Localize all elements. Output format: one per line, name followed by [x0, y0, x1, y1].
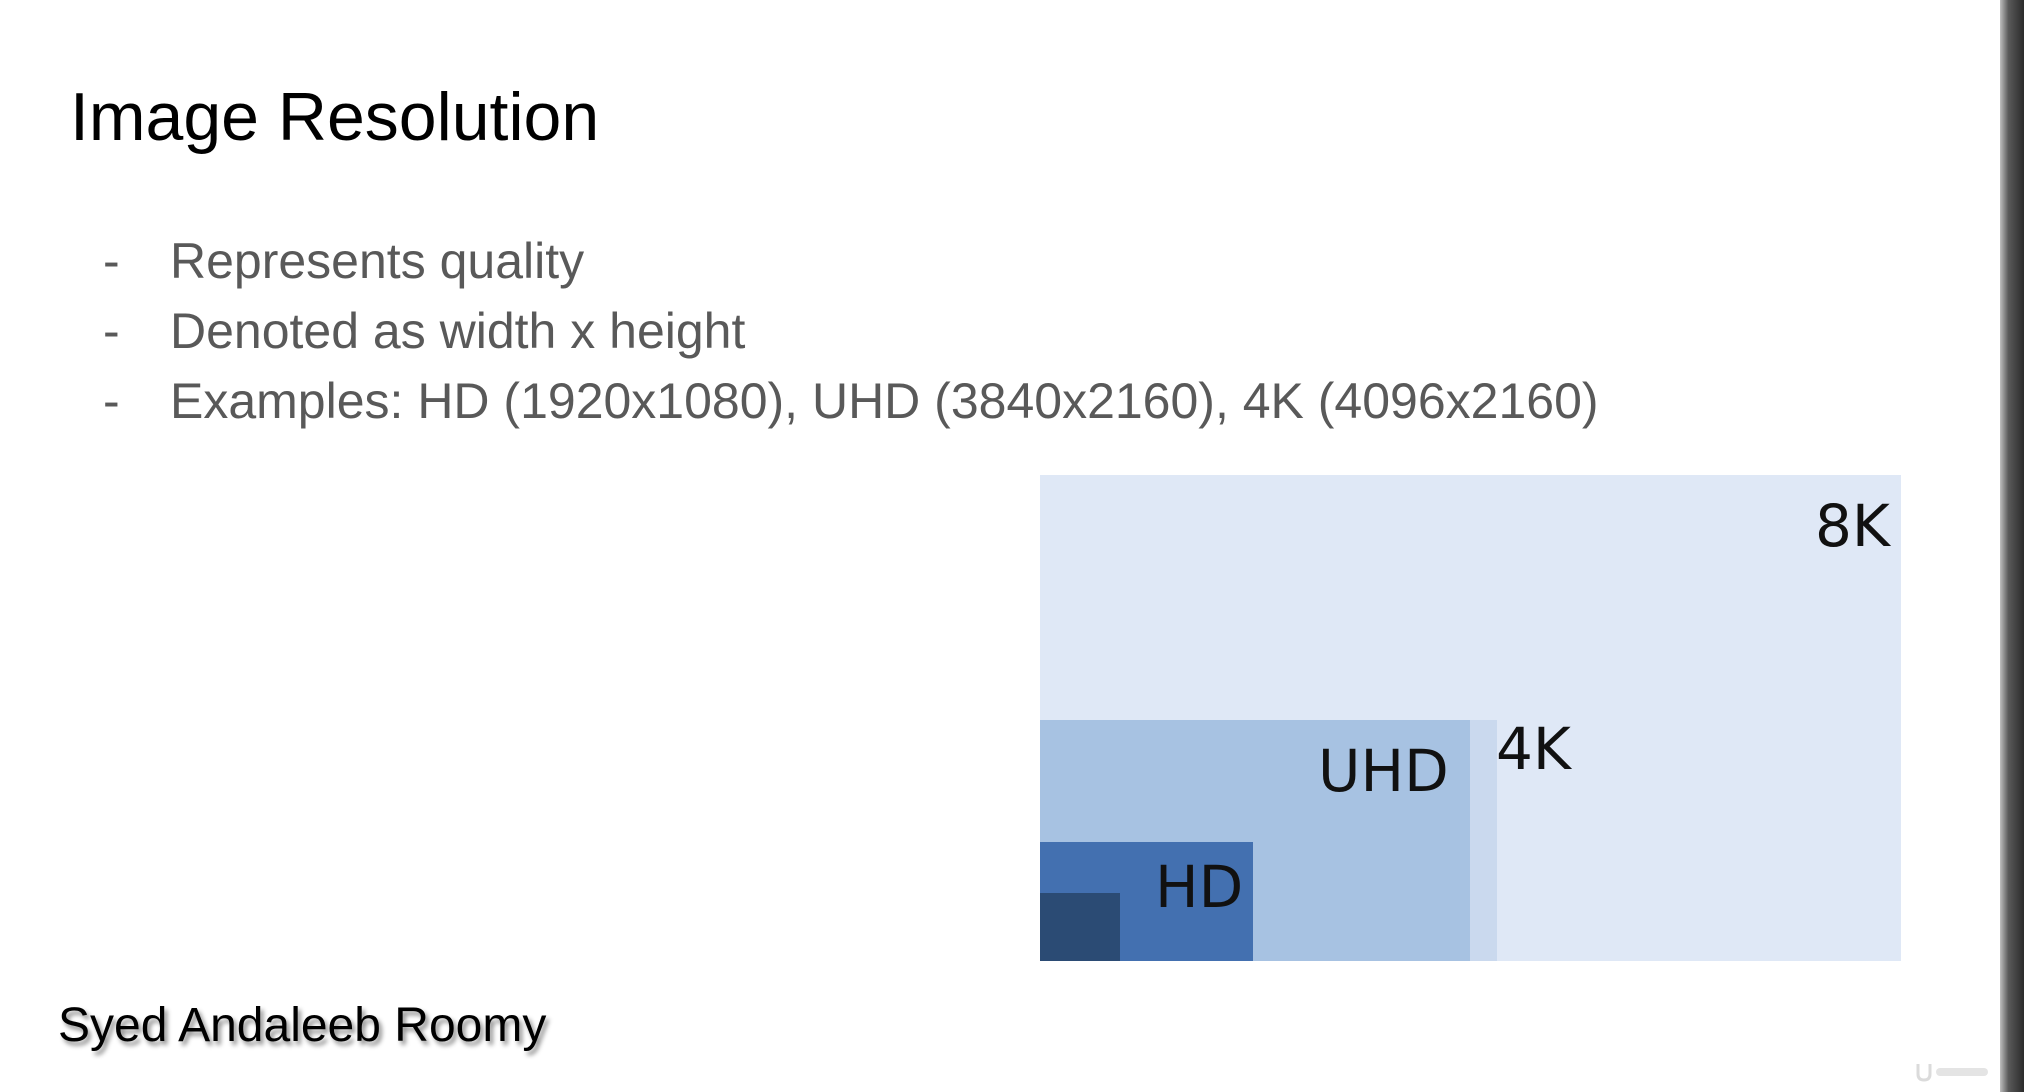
bullet-text: Examples: HD (1920x1080), UHD (3840x2160…	[170, 373, 1599, 429]
bullet-marker: -	[103, 303, 120, 359]
label-hd: HD	[1155, 853, 1244, 921]
udemy-logo-icon	[1916, 1064, 1988, 1082]
bullet-marker: -	[103, 233, 120, 289]
label-uhd: UHD	[1318, 737, 1449, 805]
label-8k: 8K	[1815, 492, 1890, 560]
window-edge	[2000, 0, 2024, 1092]
bullet-text: Denoted as width x height	[170, 303, 746, 359]
bullet-marker: -	[103, 373, 120, 429]
resolution-box-sd	[1040, 893, 1120, 961]
slide-title: Image Resolution	[70, 79, 600, 155]
bullet-text: Represents quality	[170, 233, 585, 289]
label-4k: 4K	[1496, 715, 1571, 783]
author-name: Syed Andaleeb Roomy	[58, 999, 547, 1052]
